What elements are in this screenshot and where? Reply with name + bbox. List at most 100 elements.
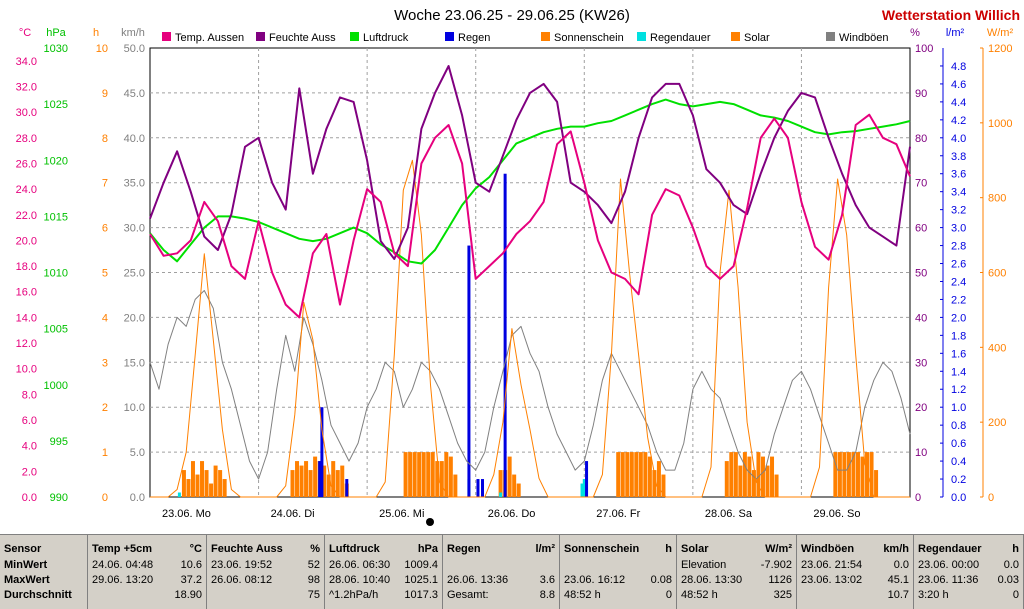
sonnenschein-bar <box>647 456 652 497</box>
tick-label-rain: 4.8 <box>951 61 966 73</box>
series-line-solar <box>150 159 910 498</box>
tick-label-solar: 1000 <box>988 118 1012 130</box>
tick-label-rain: 1.6 <box>951 348 966 360</box>
stats-min-date: 24.06. 04:48 <box>92 559 154 571</box>
sonnenschein-bar <box>846 452 851 497</box>
x-tick-label: 26.06. Do <box>488 508 536 520</box>
stats-block-header: Sonnenschein h <box>564 541 672 558</box>
sonnenschein-bar <box>200 461 205 497</box>
stats-avg-date: ^1.2hPa/h <box>329 589 379 601</box>
stats-max-value: 98 <box>307 574 320 586</box>
stats-avg-date: 48:52 h <box>564 589 601 601</box>
stats-max-date: 28.06. 10:40 <box>329 574 391 586</box>
sonnenschein-bar <box>865 452 870 497</box>
stats-min-date: 26.06. 06:30 <box>329 559 391 571</box>
sonnenschein-bar <box>290 470 295 497</box>
tick-label-pressure: 1000 <box>44 380 68 392</box>
tick-label-pressure: 1015 <box>44 211 68 223</box>
stats-avg-row: 75 <box>211 588 320 603</box>
x-tick-label: 24.06. Di <box>271 508 315 520</box>
stats-max-date: 26.06. 08:12 <box>211 574 273 586</box>
stats-block-header: Luftdruck hPa <box>329 541 438 558</box>
tick-label-wind: 10.0 <box>124 402 145 414</box>
stats-sensor-name: Temp +5cm <box>92 543 153 555</box>
weather-chart: Woche 23.06.25 - 29.06.25 (KW26) Wetters… <box>16 7 1020 526</box>
axis-unit-solar: W/m² <box>987 27 1014 39</box>
tick-label-sunshine: 1 <box>102 447 108 459</box>
stats-min-row: 23.06. 21:54 0.0 <box>801 558 909 573</box>
sonnenschein-bar <box>322 465 327 497</box>
stats-sensor-name: Regen <box>447 543 481 555</box>
sonnenschein-bar <box>638 452 643 497</box>
legend-label: Regendauer <box>650 32 711 44</box>
sonnenschein-bar <box>774 474 779 497</box>
tick-label-sunshine: 5 <box>102 268 108 280</box>
x-axis: 23.06. Mo 24.06. Di 25.06. Mi 26.06. Do 27.0… <box>162 508 861 520</box>
sonnenschein-bar <box>453 474 458 497</box>
stats-min-row <box>564 558 672 573</box>
tick-label-humidity: 40 <box>915 312 927 324</box>
stats-avg-row: 10.7 <box>801 588 909 603</box>
sonnenschein-bar <box>222 479 227 497</box>
stats-max-row: 28.06. 10:40 1025.1 <box>329 573 438 588</box>
tick-label-solar: 800 <box>988 193 1006 205</box>
regendauer-bar <box>499 492 503 497</box>
legend-swatch <box>541 32 550 41</box>
tick-label-solar: 0 <box>988 492 994 504</box>
stats-sensor-unit: °C <box>189 543 202 555</box>
sonnenschein-bar <box>874 470 879 497</box>
tick-label-solar: 400 <box>988 342 1006 354</box>
sonnenschein-bar <box>747 456 752 497</box>
sonnenschein-bar <box>213 465 218 497</box>
sonnenschein-bar <box>308 470 313 497</box>
tick-label-solar: 1200 <box>988 43 1012 55</box>
stats-sensor-unit: km/h <box>883 543 909 555</box>
stats-block-header: Temp +5cm °C <box>92 541 202 558</box>
stats-min-value: -7.902 <box>760 559 792 571</box>
sonnenschein-bar <box>299 465 304 497</box>
regen-bar <box>467 245 471 497</box>
tick-label-sunshine: 3 <box>102 357 108 369</box>
stats-avg-value: 0 <box>665 589 672 601</box>
tick-label-wind: 15.0 <box>124 357 145 369</box>
chart-title: Woche 23.06.25 - 29.06.25 (KW26) <box>394 7 630 24</box>
tick-label-sunshine: 2 <box>102 402 108 414</box>
stats-avg-value: 10.7 <box>887 589 909 601</box>
sonnenschein-bar <box>444 452 449 497</box>
sonnenschein-bar <box>204 470 209 497</box>
sonnenschein-bar <box>181 470 186 497</box>
tick-label-sunshine: 4 <box>102 312 108 324</box>
stats-max-date: 29.06. 13:20 <box>92 574 154 586</box>
tick-label-rain: 0.4 <box>951 456 966 468</box>
tick-label-temp: 28.0 <box>16 133 37 145</box>
stats-max-date: 26.06. 13:36 <box>447 574 509 586</box>
stats-panel: Sensor MinWert MaxWert Durchschnitt Temp… <box>0 534 1024 609</box>
sonnenschein-bar <box>340 465 345 497</box>
stats-sensor-unit: hPa <box>417 543 438 555</box>
sonnenschein-bar <box>842 452 847 497</box>
sonnenschein-bar <box>738 465 743 497</box>
sonnenschein-bar <box>403 452 408 497</box>
tick-label-rain: 4.0 <box>951 133 966 145</box>
stats-avg-label: Durchschnitt <box>4 589 72 601</box>
tick-label-humidity: 80 <box>915 133 927 145</box>
sonnenschein-bar <box>313 456 318 497</box>
tick-label-temp: 26.0 <box>16 158 37 170</box>
stats-sensor-header: Sensor <box>4 543 42 555</box>
tick-label-sunshine: 9 <box>102 88 108 100</box>
stats-block-solar: Solar W/m² Elevation -7.902 28.06. 13:30 1126… <box>677 535 797 609</box>
sonnenschein-bar <box>430 452 435 497</box>
sonnenschein-bar <box>218 470 223 497</box>
stats-block-header: Regendauer h <box>918 541 1019 558</box>
sonnenschein-bar <box>516 483 521 497</box>
tick-label-rain: 1.8 <box>951 330 966 342</box>
tick-label-rain: 3.8 <box>951 151 966 163</box>
stats-avg-date: 48:52 h <box>681 589 718 601</box>
sonnenschein-bar <box>652 470 657 497</box>
sonnenschein-bar <box>435 461 440 497</box>
sonnenschein-bar <box>426 452 431 497</box>
tick-label-temp: 18.0 <box>16 261 37 273</box>
sonnenschein-bar <box>837 452 842 497</box>
tick-label-rain: 0.0 <box>951 492 966 504</box>
stats-max-value: 1025.1 <box>404 574 438 586</box>
